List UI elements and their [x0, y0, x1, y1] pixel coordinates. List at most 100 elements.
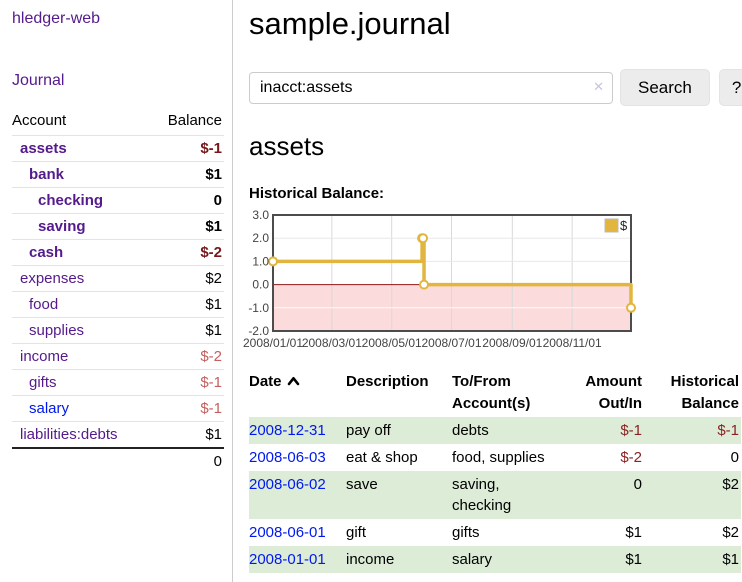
- sidebar-item-journal[interactable]: Journal: [12, 72, 65, 89]
- chart-title: Historical Balance:: [249, 185, 385, 202]
- transaction-amount: $-1: [620, 421, 642, 439]
- account-link[interactable]: cash: [29, 244, 64, 261]
- register-header-account: To/From Account(s): [452, 373, 531, 412]
- account-link[interactable]: liabilities:debts: [20, 426, 118, 443]
- app-title-link[interactable]: hledger-web: [12, 10, 101, 27]
- transaction-accounts: debts: [452, 421, 489, 439]
- transaction-description: pay off: [346, 421, 391, 439]
- transaction-balance: $2: [722, 475, 739, 493]
- account-balance: $1: [205, 426, 222, 443]
- account-balance: $1: [205, 296, 222, 313]
- account-balance: $-2: [200, 348, 222, 365]
- svg-text:-1.0: -1.0: [248, 301, 269, 315]
- account-link[interactable]: gifts: [29, 374, 57, 391]
- transaction-description: eat & shop: [346, 448, 418, 466]
- accounts-total-value: 0: [151, 447, 224, 474]
- svg-text:2008/01/01: 2008/01/01: [243, 336, 303, 350]
- transaction-amount: $1: [625, 523, 642, 541]
- transaction-date-link[interactable]: 2008-06-01: [249, 523, 326, 541]
- svg-text:-2.0: -2.0: [248, 324, 269, 338]
- svg-text:2008/07/01: 2008/07/01: [421, 336, 481, 350]
- account-link[interactable]: supplies: [29, 322, 85, 339]
- search-input[interactable]: [249, 71, 613, 104]
- account-row: assets $-1: [12, 135, 224, 162]
- account-link[interactable]: income: [20, 348, 69, 365]
- account-balance: $-2: [200, 244, 222, 261]
- svg-text:1.0: 1.0: [252, 254, 269, 268]
- svg-text:2008/03/01: 2008/03/01: [302, 336, 362, 350]
- transaction-accounts: food, supplies: [452, 448, 545, 466]
- account-row: expenses $2: [12, 265, 224, 292]
- register-header-row: Date Description To/From Account(s) Amou…: [249, 369, 741, 417]
- register-header-amount: Amount Out/In: [585, 373, 642, 412]
- account-balance: $-1: [200, 140, 222, 157]
- account-balance: $2: [205, 270, 222, 287]
- transaction-description: save: [346, 475, 378, 493]
- historical-balance-chart[interactable]: $3.0 2.0 1.0 0.0 -1.0 -2.0 2008/01/01 2008/03/0…: [243, 208, 742, 353]
- account-row: checking 0: [12, 187, 224, 214]
- register-header-date[interactable]: Date: [249, 369, 346, 417]
- transaction-accounts: salary: [452, 550, 493, 568]
- transaction-row: 2008-06-03 eat & shop food, supplies $-2…: [249, 444, 741, 471]
- account-balance: $1: [205, 322, 222, 339]
- account-link[interactable]: checking: [38, 192, 104, 209]
- chart-canvas[interactable]: $3.0 2.0 1.0 0.0 -1.0 -2.02008/01/012008/03/0…: [243, 208, 639, 353]
- main-content: sample.journal ✕ Search ? assets Histori…: [233, 0, 742, 582]
- account-balance: $-1: [200, 374, 222, 391]
- transaction-amount: $-2: [620, 448, 642, 466]
- transaction-accounts: gifts: [452, 523, 480, 541]
- account-link[interactable]: food: [29, 296, 59, 313]
- transaction-row: 2008-06-01 gift gifts $1 $2: [249, 519, 741, 546]
- transaction-row: 2008-12-31 pay off debts $-1 $-1: [249, 416, 741, 444]
- accounts-header-balance: Balance: [167, 112, 222, 129]
- clear-search-icon[interactable]: ✕: [593, 78, 604, 94]
- account-row: supplies $1: [12, 317, 224, 344]
- register-header-balance: Historical Balance: [670, 373, 739, 412]
- transaction-amount: 0: [633, 475, 642, 493]
- sort-ascending-icon: [287, 376, 299, 386]
- accounts-table: Account Balance assets $-1 bank $1 check…: [12, 110, 224, 474]
- transaction-row: 2008-01-01 income salary $1 $1: [249, 545, 741, 573]
- accounts-header-account: Account: [12, 112, 67, 129]
- transaction-description: gift: [346, 523, 367, 541]
- account-row: cash $-2: [12, 239, 224, 266]
- svg-text:2008/11/01: 2008/11/01: [543, 336, 602, 350]
- account-heading: assets: [249, 131, 325, 161]
- account-row: saving $1: [12, 213, 224, 240]
- account-link[interactable]: bank: [29, 166, 65, 183]
- account-row: food $1: [12, 291, 224, 318]
- account-balance: 0: [213, 192, 222, 209]
- transaction-date-link[interactable]: 2008-06-03: [249, 448, 326, 466]
- account-link[interactable]: salary: [29, 400, 70, 417]
- account-link[interactable]: expenses: [20, 270, 85, 287]
- register-table: Date Description To/From Account(s) Amou…: [249, 369, 741, 573]
- transaction-balance: 0: [730, 448, 739, 466]
- sidebar: hledger-web Journal Account Balance asse…: [0, 0, 233, 582]
- transaction-amount: $1: [625, 550, 642, 568]
- register-header-description: Description: [346, 373, 429, 390]
- account-row: bank $1: [12, 161, 224, 188]
- svg-text:2008/05/01: 2008/05/01: [362, 336, 422, 350]
- transaction-accounts: saving, checking: [452, 475, 512, 514]
- search-field-wrap: ✕: [249, 71, 613, 104]
- account-balance: $-1: [200, 400, 222, 417]
- account-link[interactable]: saving: [38, 218, 86, 235]
- transaction-balance: $1: [722, 550, 739, 568]
- transaction-date-link[interactable]: 2008-12-31: [249, 421, 326, 439]
- transaction-row: 2008-06-02 save saving, checking 0 $2: [249, 470, 741, 519]
- transaction-date-link[interactable]: 2008-01-01: [249, 550, 326, 568]
- help-button[interactable]: ?: [718, 69, 742, 106]
- transaction-description: income: [346, 550, 395, 568]
- accounts-header-row: Account Balance: [12, 110, 224, 136]
- svg-text:$: $: [620, 218, 628, 233]
- account-balance: $1: [205, 166, 222, 183]
- svg-text:3.0: 3.0: [252, 208, 269, 222]
- svg-text:0.0: 0.0: [252, 278, 269, 292]
- account-balance: $1: [205, 218, 222, 235]
- account-link[interactable]: assets: [20, 140, 67, 157]
- sidebar-nav: Journal: [12, 72, 224, 90]
- account-row: salary $-1: [12, 395, 224, 422]
- search-button[interactable]: Search: [620, 69, 710, 106]
- transaction-date-link[interactable]: 2008-06-02: [249, 475, 326, 493]
